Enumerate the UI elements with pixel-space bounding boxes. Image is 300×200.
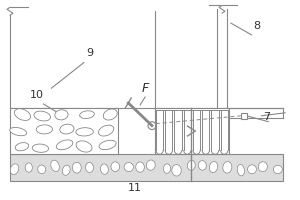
Ellipse shape — [15, 143, 29, 151]
Ellipse shape — [34, 111, 50, 121]
Ellipse shape — [25, 163, 32, 172]
Ellipse shape — [10, 164, 19, 175]
Ellipse shape — [172, 165, 181, 176]
Ellipse shape — [14, 109, 31, 120]
Ellipse shape — [198, 161, 206, 170]
Ellipse shape — [36, 125, 52, 134]
Ellipse shape — [258, 162, 267, 172]
Ellipse shape — [136, 162, 144, 172]
Ellipse shape — [76, 141, 92, 152]
Ellipse shape — [76, 128, 93, 136]
Ellipse shape — [188, 160, 195, 170]
Bar — [241, 113, 247, 119]
Ellipse shape — [56, 140, 73, 150]
Ellipse shape — [60, 124, 74, 134]
Ellipse shape — [223, 162, 232, 173]
Bar — [155, 108, 229, 154]
Ellipse shape — [146, 160, 155, 170]
Text: 11: 11 — [128, 183, 142, 193]
Ellipse shape — [237, 164, 244, 176]
Ellipse shape — [62, 165, 70, 175]
Ellipse shape — [103, 109, 117, 120]
Ellipse shape — [80, 111, 94, 119]
Ellipse shape — [10, 127, 27, 136]
Ellipse shape — [99, 140, 116, 150]
Ellipse shape — [111, 162, 120, 172]
Bar — [10, 108, 118, 154]
Text: 9: 9 — [86, 48, 93, 58]
Ellipse shape — [209, 162, 218, 173]
Text: 10: 10 — [30, 90, 44, 100]
Text: 7: 7 — [263, 112, 271, 122]
Ellipse shape — [164, 164, 170, 173]
Text: 8: 8 — [254, 21, 261, 31]
Bar — [10, 154, 283, 181]
Ellipse shape — [124, 163, 134, 172]
Ellipse shape — [85, 162, 94, 173]
Text: F: F — [142, 82, 149, 95]
Ellipse shape — [32, 144, 49, 152]
Ellipse shape — [55, 110, 68, 120]
Ellipse shape — [248, 165, 256, 174]
Ellipse shape — [51, 160, 59, 172]
Ellipse shape — [72, 162, 81, 173]
Ellipse shape — [100, 164, 108, 174]
Ellipse shape — [98, 125, 114, 136]
Ellipse shape — [273, 165, 282, 174]
Ellipse shape — [38, 165, 46, 174]
